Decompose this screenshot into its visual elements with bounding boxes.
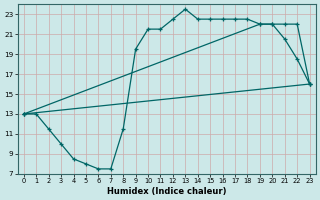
X-axis label: Humidex (Indice chaleur): Humidex (Indice chaleur) <box>107 187 227 196</box>
